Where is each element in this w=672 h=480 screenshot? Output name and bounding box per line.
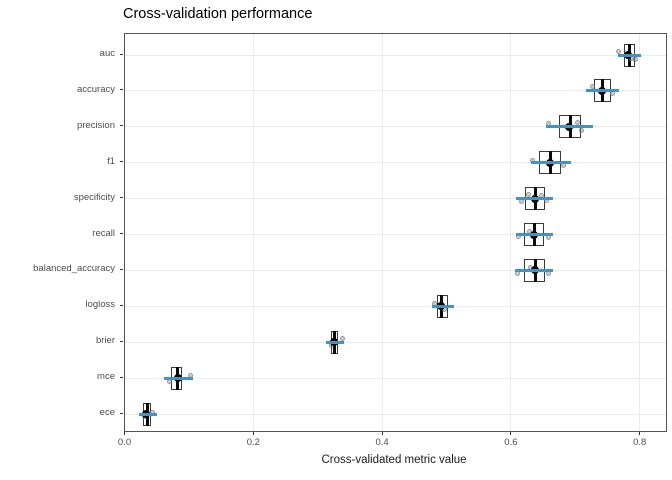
gridline-horizontal (124, 54, 666, 56)
mean-errorbar (617, 53, 641, 57)
y-tick-mark (120, 412, 123, 414)
gridline-horizontal (124, 341, 666, 343)
y-tick-mark (120, 376, 123, 378)
x-tick-label: 0.4 (375, 437, 389, 448)
gridline-horizontal (124, 377, 666, 379)
mean-errorbar (516, 233, 553, 236)
y-tick-label: ece (99, 407, 115, 418)
y-tick-label: recall (92, 227, 115, 239)
mean-errorbar (514, 268, 554, 272)
gridline-horizontal (124, 413, 666, 415)
y-tick-label: accuracy (76, 83, 115, 95)
jitter-point (574, 120, 580, 126)
jitter-point (633, 56, 639, 62)
gridline-horizontal (124, 162, 666, 164)
x-tick-mark (381, 432, 383, 435)
gridline-vertical (252, 34, 254, 431)
jitter-point (340, 335, 346, 341)
y-tick-mark (120, 304, 123, 306)
gridline-horizontal (124, 198, 666, 200)
mean-errorbar (326, 340, 345, 344)
y-tick-label: precision (76, 119, 115, 131)
x-tick-label: 0.8 (633, 437, 647, 448)
gridline-horizontal (124, 305, 666, 307)
x-axis: 0.0 0.2 0.4 0.6 0.8 (118, 432, 666, 452)
x-tick-label: 0.2 (246, 437, 260, 448)
y-axis: auc accuracy precision f1 specificity recall b… (0, 33, 123, 430)
x-tick-label: 0.6 (504, 437, 518, 448)
x-axis-title: Cross-validated metric value (321, 454, 467, 466)
y-tick-mark (120, 53, 123, 55)
jitter-point (615, 48, 621, 54)
y-tick-label: logloss (85, 299, 115, 311)
mean-errorbar (586, 89, 620, 93)
y-tick-label: mce (97, 371, 115, 383)
y-tick-label: auc (99, 48, 115, 59)
gridline-horizontal (124, 126, 666, 128)
mean-errorbar (431, 304, 454, 308)
y-tick-mark (120, 197, 123, 199)
y-tick-label: brier (95, 335, 115, 347)
x-tick-mark (252, 432, 254, 435)
x-tick-label: 0.0 (117, 437, 132, 448)
x-tick-mark (510, 432, 512, 435)
plot-panel (123, 33, 667, 432)
gridline-vertical (381, 34, 383, 431)
gridline-horizontal (124, 90, 666, 92)
y-tick-label: specificity (73, 191, 115, 203)
y-tick-mark (120, 89, 123, 91)
gridline-vertical (639, 34, 641, 431)
x-tick-mark (124, 432, 125, 435)
jitter-point (525, 192, 531, 198)
mean-errorbar (164, 376, 193, 380)
y-tick-mark (120, 233, 123, 234)
jitter-point (589, 84, 595, 90)
mean-errorbar (545, 125, 593, 129)
x-tick-mark (639, 432, 641, 435)
mean-errorbar (530, 161, 571, 165)
y-tick-label: balanced_accuracy (33, 263, 115, 275)
gridline-horizontal (124, 269, 666, 271)
jitter-point (578, 128, 584, 134)
gridline-vertical (510, 34, 512, 431)
mean-errorbar (139, 412, 158, 416)
y-tick-mark (120, 268, 123, 270)
y-tick-label: f1 (107, 155, 115, 167)
y-tick-mark (120, 340, 123, 342)
y-tick-mark (120, 125, 123, 127)
chart-title: Cross-validation performance (123, 6, 313, 22)
mean-errorbar (516, 197, 553, 201)
y-tick-mark (120, 161, 123, 163)
gridline-horizontal (124, 234, 666, 235)
